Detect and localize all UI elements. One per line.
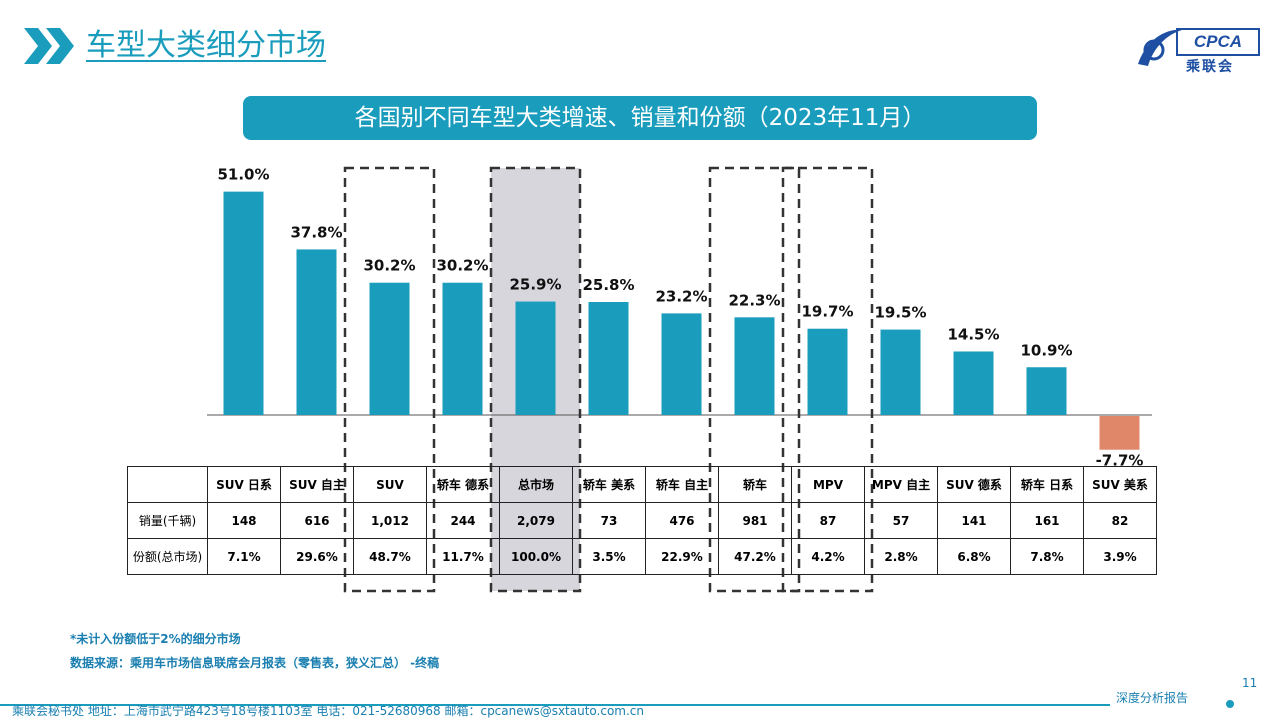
note-line: *未计入份额低于2%的细分市场 [70, 632, 241, 646]
bar [953, 351, 994, 415]
logo-swoosh-icon [1138, 29, 1182, 66]
page-title: 车型大类细分市场 [86, 28, 326, 63]
table-cell: 73 [572, 502, 646, 539]
table-cell: 82 [1083, 502, 1157, 539]
bar-value-label: 19.7% [801, 303, 853, 321]
table-cell: SUV 日系 [207, 466, 281, 503]
table-cell: MPV 自主 [864, 466, 938, 503]
table-cell: 轿车 日系 [1010, 466, 1084, 503]
table-row-header: 销量(千辆) [127, 502, 208, 539]
table-cell: 161 [1010, 502, 1084, 539]
table-row-header: 份额(总市场) [127, 538, 208, 575]
table-cell: 141 [937, 502, 1011, 539]
bar-value-label: 22.3% [728, 291, 780, 309]
table-cell: SUV 美系 [1083, 466, 1157, 503]
bar [369, 282, 410, 415]
sales-share-table: SUV 日系 SUV 自主 SUV 轿车 德系 总市场 轿车 美系 轿车 自主 轿车 MPV MP… [127, 466, 1157, 575]
table-cell: 22.9% [645, 538, 719, 575]
table-cell: 轿车 德系 [426, 466, 500, 503]
bar-value-label: 25.8% [582, 276, 634, 294]
bar-value-label: 23.2% [655, 287, 707, 305]
table-cell: 3.5% [572, 538, 646, 575]
page-number: 11 [1242, 676, 1258, 690]
bar-value-label: 14.5% [947, 325, 999, 343]
table-cell: 3.9% [1083, 538, 1157, 575]
bar-value-label: 37.8% [290, 223, 342, 241]
bar [442, 282, 483, 415]
cpca-logo: CPCA 乘联会 [1132, 20, 1260, 76]
table-cell: 6.8% [937, 538, 1011, 575]
highlight-dashed-box [489, 166, 582, 593]
footer-report-label: 深度分析报告 [1116, 691, 1189, 705]
highlight-dashed-box [781, 166, 874, 593]
table-cell: 轿车 美系 [572, 466, 646, 503]
table-cell: MPV [791, 466, 865, 503]
bar [1026, 367, 1067, 415]
bar [296, 249, 337, 415]
bar [223, 191, 264, 415]
footer-divider [0, 704, 1110, 706]
bar-value-label: 30.2% [436, 257, 488, 275]
table-cell: 2.8% [864, 538, 938, 575]
table-cell: 244 [426, 502, 500, 539]
bar-value-label: 51.0% [217, 166, 269, 184]
source-line: 数据来源：乘用车市场信息联席会月报表（零售表，狭义汇总） -终稿 [70, 656, 440, 670]
bar-value-label: 10.9% [1020, 341, 1072, 359]
table-cell: 57 [864, 502, 938, 539]
table-row-share: 份额(总市场) 7.1% 29.6% 48.7% 11.7% 100.0% 3.5% 22.9… [127, 538, 1157, 575]
table-cell: 7.1% [207, 538, 281, 575]
table-row-sales: 销量(千辆) 148 616 1,012 244 2,079 73 476 981 87 57 141… [127, 502, 1157, 539]
table-cell: 476 [645, 502, 719, 539]
footer-contact: 乘联会秘书处 地址：上海市武宁路423号18号楼1103室 电话：021-526… [12, 704, 645, 718]
bar-value-label: 25.9% [509, 276, 561, 294]
highlight-dashed-box [343, 166, 436, 593]
bar [515, 301, 556, 415]
chart-banner-title: 各国别不同车型大类增速、销量和份额（2023年11月） [243, 96, 1037, 140]
logo-abbr: CPCA [1176, 28, 1260, 56]
table-cell: 100.0% [499, 538, 573, 575]
table-cell: SUV [353, 466, 427, 503]
bar [588, 301, 629, 415]
table-cell: 1,012 [353, 502, 427, 539]
bar [880, 329, 921, 415]
table-cell: 7.8% [1010, 538, 1084, 575]
bar [1099, 416, 1140, 450]
table-cell: 981 [718, 502, 792, 539]
table-cell: 11.7% [426, 538, 500, 575]
footer-dot [1226, 700, 1234, 708]
bar [661, 313, 702, 415]
notes: *未计入份额低于2%的细分市场 数据来源：乘用车市场信息联席会月报表（零售表，狭… [70, 627, 439, 675]
table-cell: SUV 自主 [280, 466, 354, 503]
bar-value-label: 30.2% [363, 257, 415, 275]
bar [734, 317, 775, 415]
table-cell: 29.6% [280, 538, 354, 575]
highlight-dashed-box [708, 166, 801, 593]
table-header-row: SUV 日系 SUV 自主 SUV 轿车 德系 总市场 轿车 美系 轿车 自主 轿车 MPV MP… [127, 466, 1157, 503]
table-cell: 148 [207, 502, 281, 539]
table-cell: 616 [280, 502, 354, 539]
table-cell: 总市场 [499, 466, 573, 503]
bar-value-label: 19.5% [874, 304, 926, 322]
table-cell: 轿车 [718, 466, 792, 503]
logo-cn: 乘联会 [1186, 59, 1234, 75]
table-cell: 2,079 [499, 502, 573, 539]
table-cell: 48.7% [353, 538, 427, 575]
bar [807, 328, 848, 415]
header-chevron-icon [24, 28, 74, 64]
table-cell: 47.2% [718, 538, 792, 575]
table-row-header [127, 466, 208, 503]
table-cell: 87 [791, 502, 865, 539]
table-cell: 轿车 自主 [645, 466, 719, 503]
table-cell: 4.2% [791, 538, 865, 575]
table-cell: SUV 德系 [937, 466, 1011, 503]
bar-value-label: -7.7% [1096, 452, 1144, 470]
